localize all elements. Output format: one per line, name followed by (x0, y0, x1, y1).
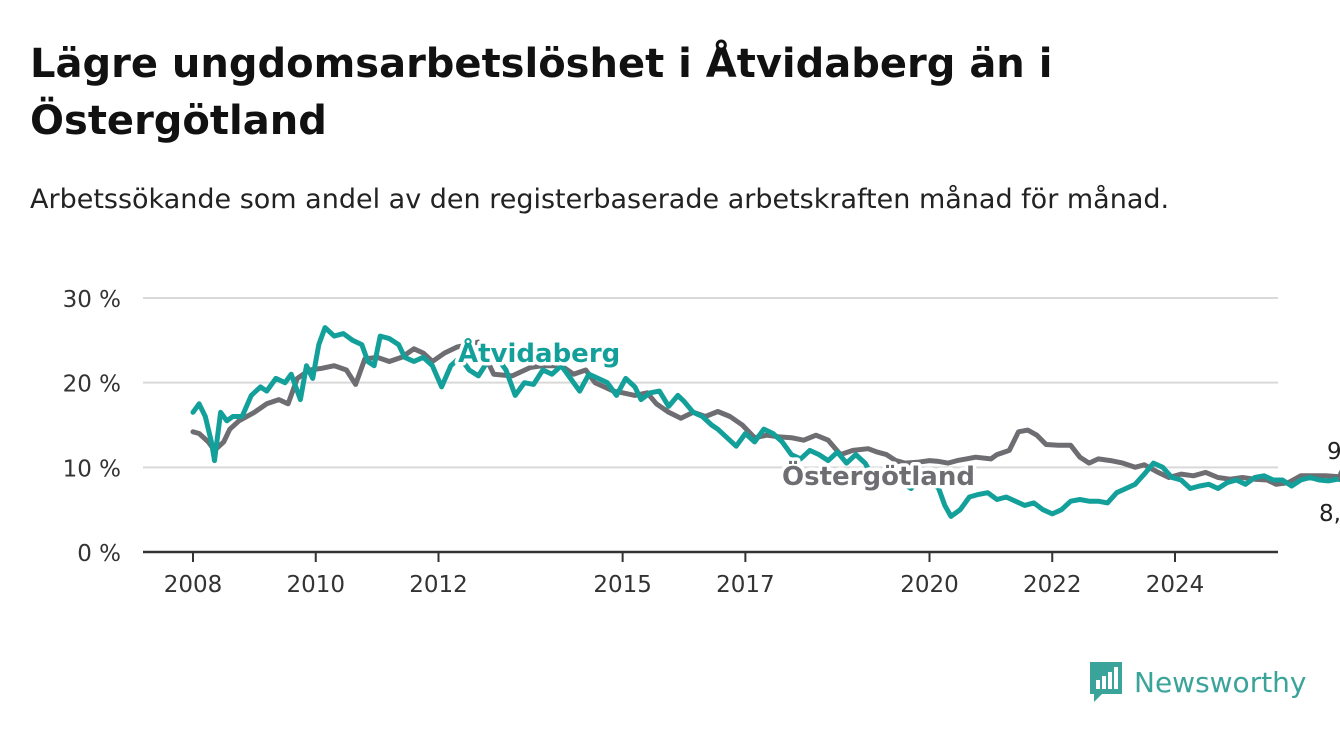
x-tick-label: 2022 (1023, 572, 1082, 598)
annotation-ostergotland: Östergötland (782, 459, 975, 492)
chart-title: Lägre ungdomsarbetslöshet i Åtvidaberg ä… (30, 41, 1053, 144)
y-tick-label: 10 % (63, 456, 121, 482)
end-marker-ostergotland (1337, 469, 1340, 482)
line-chart: 0 % 10 % 20 % 30 % 2008 2010 2012 2015 2017 2020… (63, 287, 1340, 598)
x-axis-ticks: 2008 2010 2012 2015 2017 2020 2022 2024 (164, 552, 1205, 598)
y-tick-label: 30 % (63, 287, 121, 313)
series-lines (190, 325, 1340, 519)
x-tick-label: 2012 (409, 572, 468, 598)
brand-logo: Newsworthy (1088, 660, 1307, 704)
x-tick-label: 2015 (593, 572, 652, 598)
grid-lines (143, 297, 1278, 554)
y-tick-label: 20 % (63, 372, 121, 398)
x-tick-label: 2010 (286, 572, 345, 598)
annotation-atvidaberg-halo: Åtvidaberg (458, 337, 620, 369)
x-tick-label: 2008 (164, 572, 223, 598)
brand-name: Newsworthy (1134, 665, 1307, 699)
annotation-ostergotland-halo: Östergötland (782, 459, 975, 492)
series-line-atvidaberg (190, 325, 1340, 519)
series-labels: 9 %8,4 %ÅtvidabergÅtvidabergÖstergötland… (455, 334, 1340, 527)
chart-subtitle: Arbetssökande som andel av den registerb… (30, 184, 1170, 215)
x-tick-label: 2024 (1146, 572, 1205, 598)
x-tick-label: 2017 (716, 572, 775, 598)
series-line-ostergotland (190, 339, 1340, 487)
y-tick-label: 0 % (77, 541, 121, 567)
bar-chart-icon (1090, 662, 1122, 702)
end-label-ostergotland: 9 % (1327, 439, 1340, 465)
x-tick-label: 2020 (900, 572, 959, 598)
end-label-atvidaberg: 8,4 % (1319, 501, 1340, 527)
annotation-atvidaberg: Åtvidaberg (458, 337, 620, 369)
y-axis-ticks: 0 % 10 % 20 % 30 % (63, 287, 121, 567)
